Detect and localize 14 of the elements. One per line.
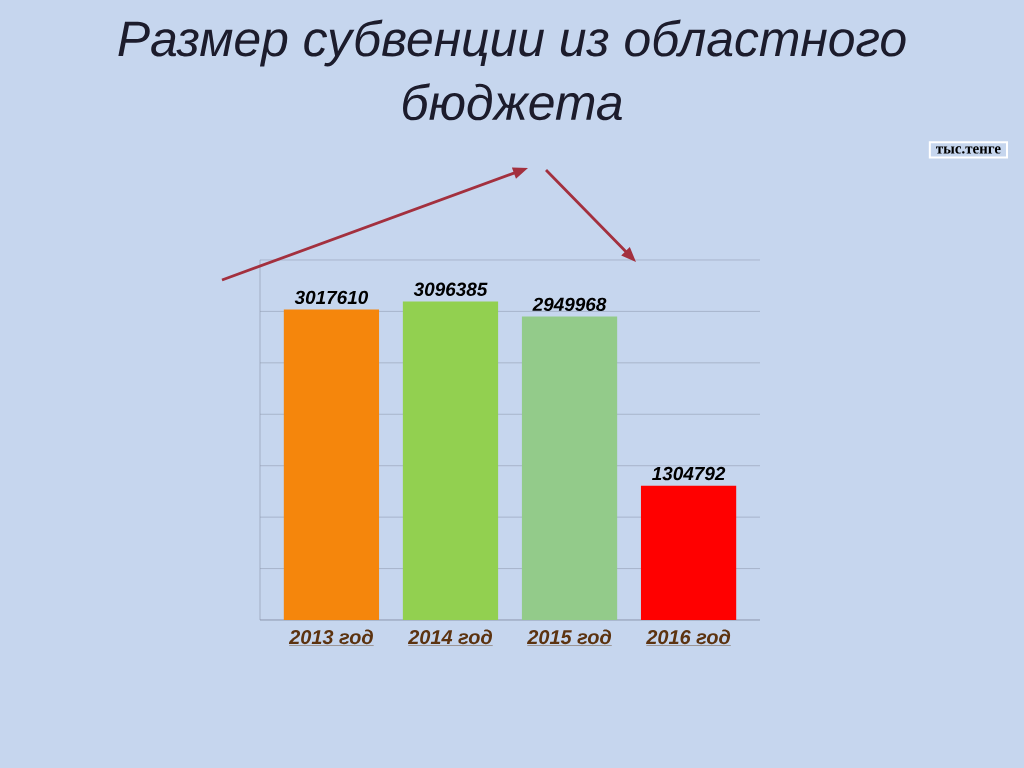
- data-label: 2949968: [532, 297, 607, 312]
- x-tick-label: 2015 год: [526, 629, 612, 645]
- x-tick-label: 2016 год: [646, 629, 731, 645]
- bar: [640, 485, 737, 620]
- bar: [402, 301, 499, 620]
- chart-title: Размер субвенции из областного бюджета: [118, 19, 906, 121]
- x-tick-label: 2013 год: [288, 629, 373, 645]
- data-label: 3096385: [413, 282, 488, 296]
- bar: [521, 316, 618, 620]
- bar: [283, 309, 380, 620]
- text: тыс.тенге: [936, 146, 1001, 154]
- x-tick-label: 2014 год: [407, 629, 492, 645]
- data-label: 1304792: [652, 466, 726, 481]
- data-label: 3017610: [294, 290, 369, 305]
